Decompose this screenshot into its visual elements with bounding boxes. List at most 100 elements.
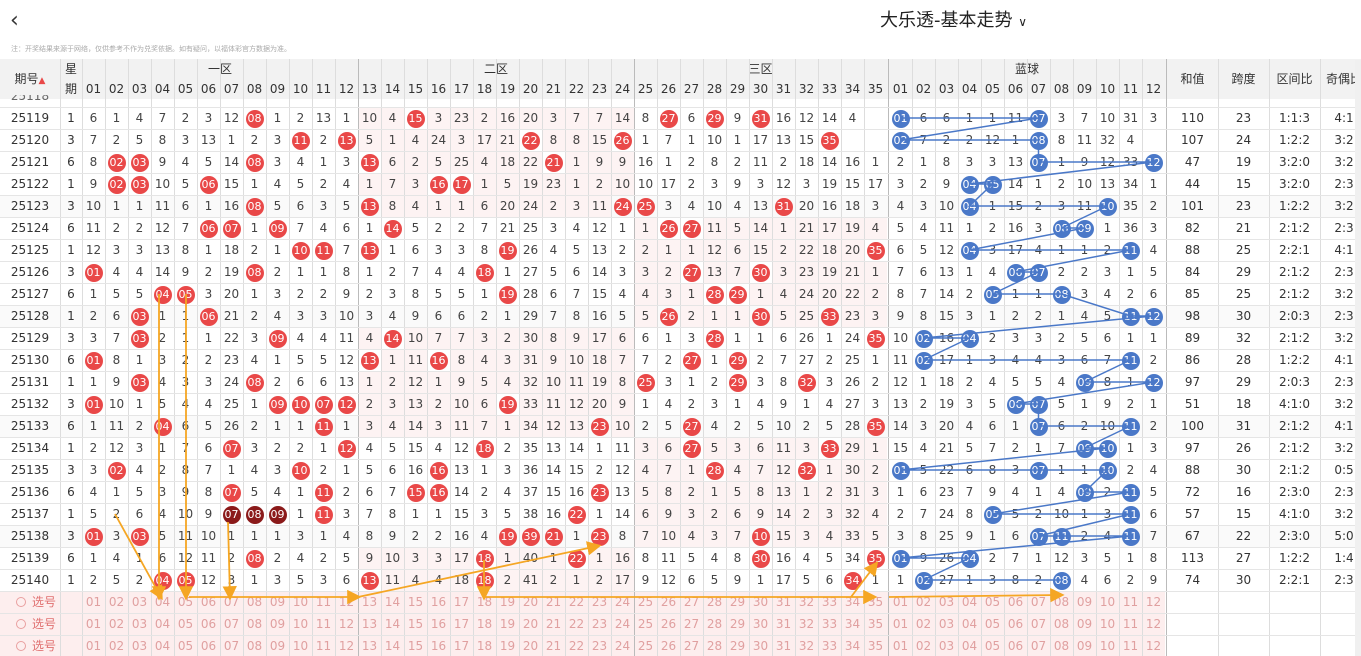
select-front-number[interactable]: 06 <box>200 595 217 609</box>
select-back-number[interactable]: 08 <box>1053 617 1070 631</box>
select-front-number[interactable]: 10 <box>292 617 309 631</box>
select-front-number[interactable]: 10 <box>292 595 309 609</box>
select-front-number[interactable]: 01 <box>85 617 102 631</box>
select-front-number[interactable]: 04 <box>154 595 171 609</box>
select-front-number[interactable]: 19 <box>499 617 516 631</box>
select-front-number[interactable]: 26 <box>660 595 677 609</box>
select-front-number[interactable]: 04 <box>154 639 171 653</box>
select-front-number[interactable]: 21 <box>545 617 562 631</box>
select-front-number[interactable]: 09 <box>269 617 286 631</box>
select-label[interactable]: 选号 <box>16 635 76 656</box>
select-back-number[interactable]: 10 <box>1099 617 1116 631</box>
select-front-number[interactable]: 27 <box>683 639 700 653</box>
select-front-number[interactable]: 02 <box>108 617 125 631</box>
select-back-number[interactable]: 02 <box>915 617 932 631</box>
select-front-number[interactable]: 12 <box>338 617 355 631</box>
select-back-number[interactable]: 07 <box>1030 639 1047 653</box>
select-front-number[interactable]: 06 <box>200 617 217 631</box>
select-front-number[interactable]: 26 <box>660 617 677 631</box>
select-front-number[interactable]: 34 <box>844 595 861 609</box>
select-front-number[interactable]: 14 <box>384 639 401 653</box>
select-front-number[interactable]: 34 <box>844 617 861 631</box>
vertical-scrollbar[interactable] <box>1355 60 1361 656</box>
select-front-number[interactable]: 35 <box>867 617 884 631</box>
select-front-number[interactable]: 19 <box>499 595 516 609</box>
select-front-number[interactable]: 28 <box>706 617 723 631</box>
select-front-number[interactable]: 06 <box>200 639 217 653</box>
select-front-number[interactable]: 03 <box>131 639 148 653</box>
select-front-number[interactable]: 22 <box>568 639 585 653</box>
select-front-number[interactable]: 07 <box>223 639 240 653</box>
select-front-number[interactable]: 02 <box>108 639 125 653</box>
select-back-number[interactable]: 04 <box>961 617 978 631</box>
select-front-number[interactable]: 08 <box>246 595 263 609</box>
select-front-number[interactable]: 07 <box>223 617 240 631</box>
select-front-number[interactable]: 14 <box>384 595 401 609</box>
select-back-number[interactable]: 05 <box>984 617 1001 631</box>
select-back-number[interactable]: 03 <box>938 595 955 609</box>
select-front-number[interactable]: 22 <box>568 617 585 631</box>
select-front-number[interactable]: 18 <box>476 617 493 631</box>
select-front-number[interactable]: 24 <box>614 617 631 631</box>
select-back-number[interactable]: 03 <box>938 639 955 653</box>
select-front-number[interactable]: 21 <box>545 639 562 653</box>
select-front-number[interactable]: 31 <box>775 639 792 653</box>
select-front-number[interactable]: 20 <box>522 639 539 653</box>
select-front-number[interactable]: 23 <box>591 639 608 653</box>
radio-icon[interactable] <box>16 619 26 629</box>
select-front-number[interactable]: 04 <box>154 617 171 631</box>
select-back-number[interactable]: 01 <box>892 595 909 609</box>
select-front-number[interactable]: 16 <box>430 595 447 609</box>
select-front-number[interactable]: 23 <box>591 595 608 609</box>
select-front-number[interactable]: 24 <box>614 639 631 653</box>
select-back-number[interactable]: 02 <box>915 639 932 653</box>
select-front-number[interactable]: 03 <box>131 617 148 631</box>
select-front-number[interactable]: 33 <box>821 595 838 609</box>
select-back-number[interactable]: 11 <box>1122 617 1139 631</box>
select-back-number[interactable]: 10 <box>1099 595 1116 609</box>
select-back-number[interactable]: 06 <box>1007 617 1024 631</box>
select-front-number[interactable]: 31 <box>775 595 792 609</box>
select-front-number[interactable]: 20 <box>522 595 539 609</box>
select-back-number[interactable]: 04 <box>961 595 978 609</box>
select-front-number[interactable]: 32 <box>798 639 815 653</box>
select-front-number[interactable]: 17 <box>453 617 470 631</box>
radio-icon[interactable] <box>16 641 26 651</box>
select-back-number[interactable]: 09 <box>1076 639 1093 653</box>
select-front-number[interactable]: 27 <box>683 617 700 631</box>
select-front-number[interactable]: 11 <box>315 617 332 631</box>
select-front-number[interactable]: 15 <box>407 639 424 653</box>
select-front-number[interactable]: 12 <box>338 639 355 653</box>
select-front-number[interactable]: 13 <box>361 639 378 653</box>
select-back-number[interactable]: 05 <box>984 639 1001 653</box>
select-back-number[interactable]: 04 <box>961 639 978 653</box>
select-front-number[interactable]: 07 <box>223 595 240 609</box>
header-period[interactable]: 期号▲ <box>0 59 60 99</box>
select-front-number[interactable]: 33 <box>821 617 838 631</box>
select-front-number[interactable]: 29 <box>729 617 746 631</box>
select-back-number[interactable]: 02 <box>915 595 932 609</box>
select-front-number[interactable]: 19 <box>499 639 516 653</box>
select-front-number[interactable]: 09 <box>269 595 286 609</box>
select-label[interactable]: 选号 <box>16 591 76 613</box>
select-front-number[interactable]: 18 <box>476 595 493 609</box>
select-back-number[interactable]: 09 <box>1076 595 1093 609</box>
select-front-number[interactable]: 32 <box>798 595 815 609</box>
select-front-number[interactable]: 32 <box>798 617 815 631</box>
select-front-number[interactable]: 26 <box>660 639 677 653</box>
select-front-number[interactable]: 13 <box>361 617 378 631</box>
select-front-number[interactable]: 29 <box>729 639 746 653</box>
select-front-number[interactable]: 27 <box>683 595 700 609</box>
select-front-number[interactable]: 34 <box>844 639 861 653</box>
select-front-number[interactable]: 15 <box>407 617 424 631</box>
select-front-number[interactable]: 13 <box>361 595 378 609</box>
select-back-number[interactable]: 09 <box>1076 617 1093 631</box>
select-front-number[interactable]: 30 <box>752 595 769 609</box>
select-front-number[interactable]: 25 <box>637 595 654 609</box>
page-title[interactable]: 大乐透-基本走势 ∨ <box>880 8 1027 35</box>
select-front-number[interactable]: 09 <box>269 639 286 653</box>
select-front-number[interactable]: 15 <box>407 595 424 609</box>
select-back-number[interactable]: 10 <box>1099 639 1116 653</box>
select-back-number[interactable]: 11 <box>1122 595 1139 609</box>
select-front-number[interactable]: 05 <box>177 639 194 653</box>
